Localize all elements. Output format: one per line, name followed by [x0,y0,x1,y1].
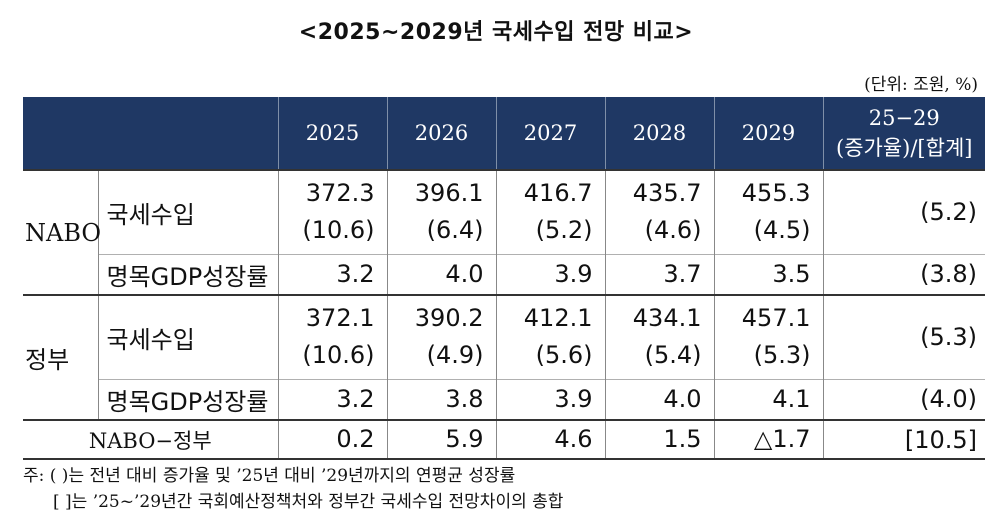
header-row: 2025 2026 2027 2028 2029 25−29 (증가율)/[합계… [23,97,985,170]
revenue-comparison-table: 2025 2026 2027 2028 2029 25−29 (증가율)/[합계… [23,97,985,460]
table-cell-total: (3.8) [822,253,985,295]
table-cell: 3.7 [604,253,714,295]
header-period-range: 25−29 [868,106,940,130]
table-cell: 3.2 [277,253,387,295]
table-cell: 4.6 [495,419,605,460]
header-year: 2026 [386,97,496,170]
table-cell-total: [10.5] [822,419,985,460]
table-row: 명목GDP성장률 3.2 4.0 3.9 3.7 3.5 (3.8) [23,253,985,295]
header-year: 2027 [495,97,605,170]
table-cell: 372.1 (10.6) [277,294,387,379]
table-cell: 3.9 [495,378,605,420]
table-cell: 4.0 [386,253,496,295]
header-period-note: (증가율)/[합계] [836,136,973,160]
footnotes: 주: ( )는 전년 대비 증가율 및 ’25년 대비 ’29년까지의 연평균 … [23,463,563,515]
row-label: 명목GDP성장률 [97,253,278,295]
table-cell: 372.3 (10.6) [277,169,387,254]
header-blank [23,97,278,170]
header-year: 2028 [604,97,714,170]
table-cell: 3.8 [386,378,496,420]
table-cell: 3.9 [495,253,605,295]
table-cell-total: (5.2) [822,169,985,254]
group-label-nabo: NABO [23,169,101,295]
table-cell-total: (4.0) [822,378,985,420]
row-label: 국세수입 [97,294,278,379]
table-cell: 4.0 [604,378,714,420]
table-cell: 3.2 [277,378,387,420]
row-label: 명목GDP성장률 [97,378,278,420]
header-period: 25−29 (증가율)/[합계] [822,97,985,170]
table-cell: 455.3 (4.5) [713,169,823,254]
table-cell: 3.5 [713,253,823,295]
unit-label: (단위: 조원, %) [864,75,978,95]
table-row: 명목GDP성장률 3.2 3.8 3.9 4.0 4.1 (4.0) [23,378,985,420]
table-cell-total: (5.3) [822,294,985,379]
table-cell: 1.5 [604,419,714,460]
group-label-gov: 정부 [23,294,98,420]
table-cell: 416.7 (5.2) [495,169,605,254]
table-row-difference: NABO−정부 0.2 5.9 4.6 1.5 △1.7 [10.5] [23,419,985,460]
table-cell: △1.7 [713,419,823,460]
table-cell: 390.2 (4.9) [386,294,496,379]
table-cell: 4.1 [713,378,823,420]
header-year: 2029 [713,97,823,170]
table-cell: 396.1 (6.4) [386,169,496,254]
footnote: 주: ( )는 전년 대비 증가율 및 ’25년 대비 ’29년까지의 연평균 … [23,466,516,486]
footnote: [ ]는 ’25~’29년간 국회예산정책처와 정부간 국세수입 전망차이의 총… [53,492,564,512]
row-label: NABO−정부 [23,419,278,460]
table-cell: 0.2 [277,419,387,460]
table-cell: 412.1 (5.6) [495,294,605,379]
table-row: 정부 국세수입 372.1 (10.6) 390.2 (4.9) 412.1 (5.6… [23,294,985,420]
table-cell: 457.1 (5.3) [713,294,823,379]
page-title: <2025~2029년 국세수입 전망 비교> [298,20,694,45]
table-cell: 5.9 [386,419,496,460]
header-year: 2025 [277,97,387,170]
table-cell: 434.1 (5.4) [604,294,714,379]
row-label: 국세수입 [97,169,278,254]
table-cell: 435.7 (4.6) [604,169,714,254]
table-row: NABO 국세수입 372.3 (10.6) 396.1 (6.4) 416.7 (5… [23,169,985,295]
